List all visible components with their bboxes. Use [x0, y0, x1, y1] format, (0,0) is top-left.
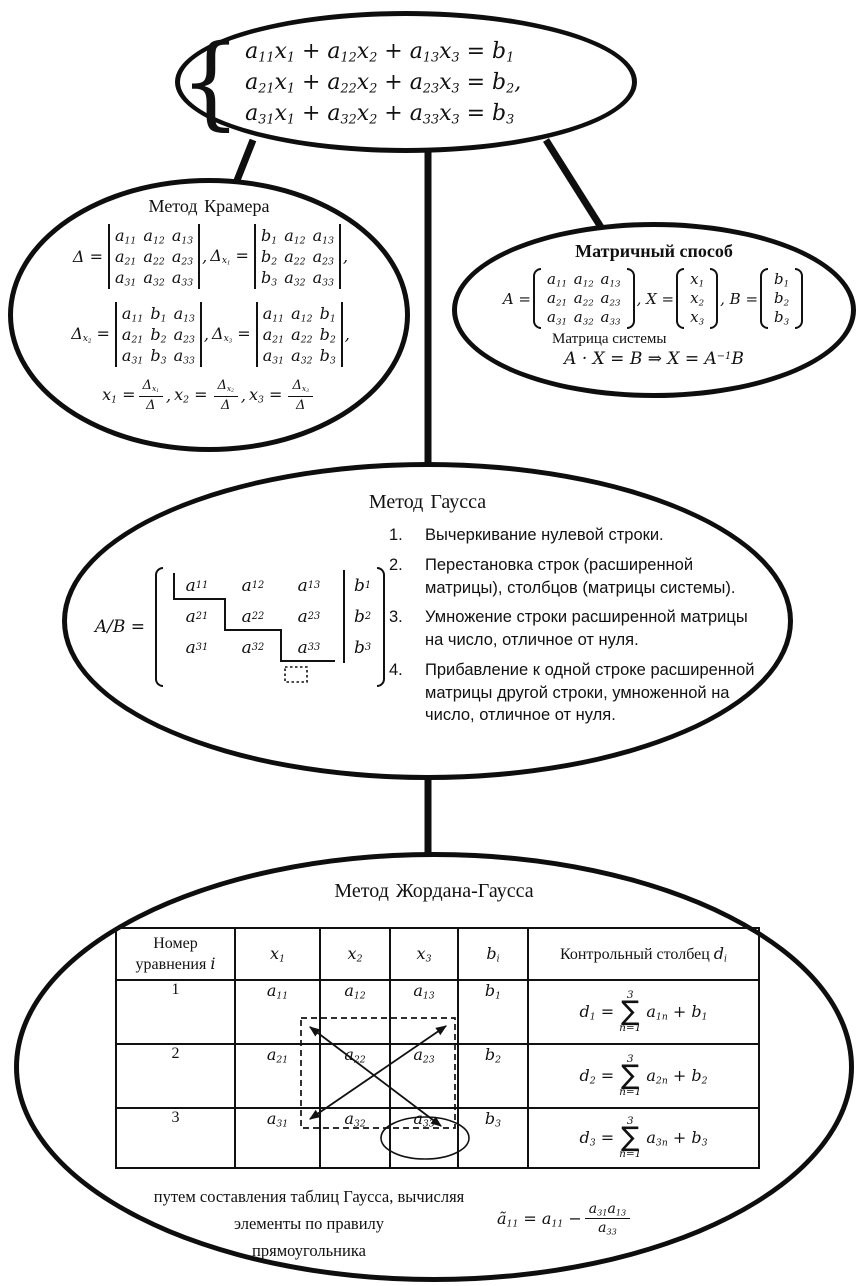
matrix-equation: A · X = B ⇒ X = A−1B — [564, 349, 744, 370]
gauss-node: Метод Гаусса A/B = a 11 a 12 a 13 a 21 a 22 a… — [62, 462, 793, 780]
sum-symbol: 3 ∑ n=1 — [619, 1053, 642, 1099]
header-x1: x1 — [234, 927, 321, 981]
paren-left — [532, 268, 541, 330]
matrix-cells: a 11 a 12 a 13 a 21 a 22 a 23 a 31 a 32 a 33 — [185, 575, 321, 658]
determinant-delta-x3: a11 a12 b1 a21 a22 b2 a31 a32 b3 — [255, 302, 343, 367]
fraction: Δx3 Δ — [288, 378, 313, 413]
jordan-gauss-title: Метод Жордана-Гаусса — [334, 880, 534, 902]
header-x3: x3 — [389, 927, 459, 981]
sum-symbol: 3 ∑ n=1 — [619, 1115, 642, 1161]
gauss-table-wrap: Номер уравнения i x1 x2 x3 bi Контрольны… — [115, 927, 760, 1169]
list-item: 4. Прибавление к одной строке расширенной… — [389, 660, 755, 725]
cramer-title: Метод Крамера — [148, 196, 270, 216]
gauss-rules-list: 1. Вычеркивание нулевой строки. 2. Переста… — [389, 524, 766, 736]
gauss-table: Номер уравнения i x1 x2 x3 bi Контрольны… — [115, 927, 760, 1169]
equation-3: a31x1 + a32x2 + a33x3 = b3 — [245, 100, 515, 128]
table-row: 1 a11 a12 a13 b1 d1 = 3 ∑ n=1 — [115, 979, 760, 1045]
determinant-delta-x1: b1 a12 a13 b2 a22 a23 b3 a32 a33 — [253, 224, 341, 289]
fraction: Δx2 Δ — [213, 378, 238, 413]
fraction: Δx1 Δ — [138, 378, 163, 413]
paren-right — [795, 268, 804, 330]
system-equations: { a11x1 + a12x2 + a13x3 = b1 a21x1 + a22… — [180, 16, 632, 148]
cramer-determinants-2: Δx2 = a11 b1 a13 a21 b2 a23 a31 b3 a33 ,… — [71, 302, 350, 367]
paren-left — [155, 567, 163, 687]
header-x2: x2 — [319, 927, 391, 981]
header-control-column: Контрольный столбец di — [527, 927, 760, 981]
cramer-node: Метод Крамера Δ = a11 a12 a13 a21 a22 a2… — [8, 178, 410, 452]
cramer-determinants-1: Δ = a11 a12 a13 a21 a22 a23 a31 a32 a33 … — [72, 224, 349, 289]
table-row: 2 a21 a22 a23 b2 d2 = 3 ∑ n=1 — [115, 1043, 760, 1109]
control-formula-d1: d1 = 3 ∑ n=1 a1n + b1 — [579, 989, 708, 1035]
list-item: 3. Умножение строки расширенной матрицы н… — [389, 608, 748, 650]
table-header-row: Номер уравнения i x1 x2 x3 bi Контрольны… — [115, 927, 760, 981]
vector-X: x1 x2 x3 — [676, 268, 719, 330]
paren-right — [626, 268, 635, 330]
system-node: { a11x1 + a12x2 + a13x3 = b1 a21x1 + a22… — [175, 11, 637, 153]
sum-symbol: 3 ∑ n=1 — [619, 989, 642, 1035]
equation-2: a21x1 + a22x2 + a23x3 = b2, — [245, 69, 522, 97]
vector-B: b1 b2 b3 — [760, 268, 804, 330]
jordan-notes: путем составления таблиц Гаусса, вычисля… — [153, 1187, 465, 1260]
rectangle-rule-formula: ã11 = a11 − a31a13 a33 — [497, 1201, 633, 1236]
jordan-gauss-node: Метод Жордана-Гаусса Номер уравнения i x… — [14, 852, 854, 1282]
list-item: 1. Вычеркивание нулевой строки. — [389, 526, 664, 544]
paren-left — [760, 268, 769, 330]
matrix-definitions: A = a11 a12 a13 a21 a22 a23 a31 a32 a33 … — [503, 268, 805, 330]
header-equation-number: Номер уравнения i — [115, 927, 236, 981]
control-formula-d2: d2 = 3 ∑ n=1 a2n + b2 — [579, 1053, 708, 1099]
equation-1: a11x1 + a12x2 + a13x3 = b1 — [245, 38, 515, 66]
table-row: 3 a31 a32 a33 b3 d3 = 3 ∑ n=1 — [115, 1107, 760, 1169]
determinant-delta-x2: a11 b1 a13 a21 b2 a23 a31 b3 a33 — [114, 302, 202, 367]
matrix-A: a11 a12 a13 a21 a22 a23 a31 a32 a33 — [532, 268, 635, 330]
gauss-title: Метод Гаусса — [368, 491, 487, 513]
paren-right — [710, 268, 719, 330]
matrix-method-node: Матричный способ A = a11 a12 a13 a21 a22… — [452, 222, 856, 398]
dotted-pivot-box — [284, 666, 308, 683]
list-item: 2. Перестановка строк (расширенной матриц… — [389, 555, 736, 597]
control-formula-d3: d3 = 3 ∑ n=1 a3n + b3 — [579, 1115, 708, 1161]
system-matrix-caption: Матрица системы — [552, 331, 667, 348]
cramer-solutions: x1 = Δx1 Δ , x2 = Δx2 Δ , x3 = Δx3 Δ — [102, 378, 316, 413]
matrix-method-title: Матричный способ — [575, 241, 733, 261]
determinant-delta: a11 a12 a13 a21 a22 a23 a31 a32 a33 — [107, 224, 201, 289]
paren-right — [377, 567, 386, 687]
header-bi: bi — [457, 927, 529, 981]
fraction: a31a13 a33 — [584, 1201, 631, 1236]
augmented-matrix-formula: A/B = a 11 a 12 a 13 a 21 a 22 a 23 a 31 a 32 — [93, 518, 389, 736]
paren-left — [676, 268, 685, 330]
brace-icon: { — [180, 23, 242, 141]
